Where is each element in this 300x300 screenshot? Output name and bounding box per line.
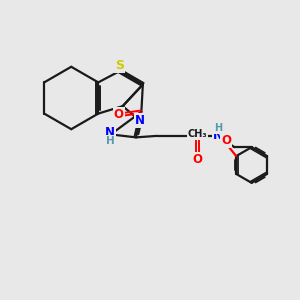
Text: H: H	[214, 123, 222, 133]
Text: S: S	[115, 59, 124, 72]
Text: H: H	[106, 136, 115, 146]
Text: O: O	[221, 134, 231, 147]
Text: CH₃: CH₃	[188, 129, 207, 140]
Text: N: N	[213, 129, 223, 142]
Text: N: N	[135, 114, 145, 127]
Text: O: O	[114, 108, 124, 121]
Text: N: N	[105, 126, 115, 139]
Text: O: O	[193, 153, 203, 166]
